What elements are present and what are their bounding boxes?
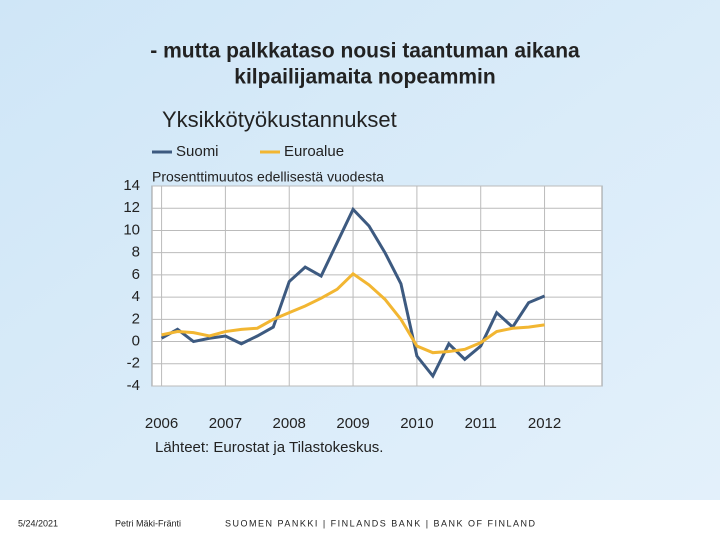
y-tick-label: 12 — [123, 199, 140, 216]
source: Lähteet: Eurostat ja Tilastokeskus. — [155, 439, 383, 456]
x-tick-label: 2010 — [400, 415, 433, 432]
legend-label: Euroalue — [284, 143, 344, 160]
y-tick-label: -2 — [127, 355, 140, 372]
footer-date: 5/24/2021 — [18, 518, 58, 528]
y-tick-label: 8 — [132, 244, 140, 261]
y-tick-label: 6 — [132, 266, 140, 283]
legend-label: Suomi — [176, 143, 219, 160]
slide-title: - mutta palkkataso nousi taantuman aikan… — [150, 40, 580, 63]
y-tick-label: 10 — [123, 221, 140, 238]
y-tick-label: 0 — [132, 333, 140, 350]
plot-area — [151, 185, 603, 387]
chart-subtitle: Prosenttimuutos edellisestä vuodesta — [152, 169, 384, 185]
chart-title: Yksikkötyökustannukset — [162, 107, 397, 132]
slide-title: kilpailijamaita nopeammin — [234, 66, 495, 89]
y-tick-label: 4 — [132, 288, 140, 305]
x-tick-label: 2011 — [465, 415, 497, 432]
footer-organization: SUOMEN PANKKI | FINLANDS BANK | BANK OF … — [225, 518, 537, 528]
footer-band — [0, 500, 720, 540]
x-tick-label: 2009 — [336, 415, 369, 432]
footer-author: Petri Mäki-Fränti — [115, 518, 181, 528]
x-tick-label: 2006 — [145, 415, 178, 432]
x-tick-label: 2012 — [528, 415, 561, 432]
x-tick-label: 2007 — [209, 415, 242, 432]
y-tick-label: 14 — [123, 177, 140, 194]
data-line — [161, 271, 545, 355]
data-line — [160, 206, 546, 379]
y-tick-label: 2 — [132, 310, 140, 327]
x-tick-label: 2008 — [273, 415, 306, 432]
y-tick-label: -4 — [127, 377, 140, 394]
